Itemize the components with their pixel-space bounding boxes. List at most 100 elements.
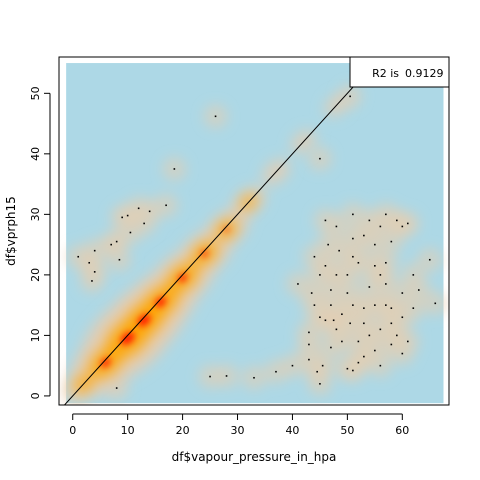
scatter-point-29 bbox=[330, 346, 332, 349]
scatter-point-24 bbox=[291, 364, 294, 367]
scatter-point-47 bbox=[352, 304, 354, 306]
scatter-point-10 bbox=[129, 231, 132, 234]
scatter-point-15 bbox=[88, 261, 91, 264]
scatter-point-23 bbox=[275, 370, 277, 373]
identity-reference-line bbox=[63, 57, 382, 405]
y-axis: 0 10 20 30 40 50 bbox=[29, 86, 51, 399]
scatter-point-17 bbox=[93, 271, 96, 273]
scatter-point-48 bbox=[363, 307, 365, 309]
scatter-point-8 bbox=[165, 204, 167, 207]
scatter-point-93 bbox=[330, 304, 332, 306]
scatter-point-77 bbox=[374, 243, 376, 246]
scatter-point-32 bbox=[346, 367, 349, 370]
y-tick-label: 50 bbox=[29, 86, 42, 100]
y-tick-label: 10 bbox=[29, 328, 42, 342]
scatter-point-79 bbox=[401, 225, 404, 228]
scatter-point-40 bbox=[368, 334, 371, 337]
ridge-core-blob-1 bbox=[100, 358, 111, 368]
scatter-point-16 bbox=[118, 258, 121, 261]
scatter-point-9 bbox=[143, 222, 145, 225]
scatter-point-89 bbox=[428, 258, 431, 261]
scatter-point-75 bbox=[352, 237, 354, 240]
scatter-point-38 bbox=[390, 343, 393, 346]
scatter-point-98 bbox=[407, 340, 409, 343]
scatter-point-55 bbox=[417, 289, 420, 291]
scatter-point-69 bbox=[385, 261, 387, 264]
scatter-point-30 bbox=[308, 343, 310, 346]
scatter-point-53 bbox=[412, 307, 415, 309]
scatter-point-65 bbox=[335, 274, 338, 276]
scatter-point-37 bbox=[374, 349, 376, 352]
scatter-point-1 bbox=[173, 168, 176, 170]
scatter-point-68 bbox=[374, 265, 376, 267]
x-tick-label: 10 bbox=[121, 424, 135, 437]
scatter-point-63 bbox=[319, 274, 321, 276]
ridge-core-blob-2 bbox=[120, 332, 135, 345]
scatter-point-90 bbox=[390, 322, 393, 325]
ridge-core-blob-5 bbox=[178, 273, 187, 282]
y-tick-label: 40 bbox=[29, 147, 42, 161]
scatter-point-88 bbox=[412, 274, 415, 276]
scatter-point-62 bbox=[297, 283, 299, 285]
scatter-point-34 bbox=[357, 361, 360, 364]
scatter-point-19 bbox=[115, 387, 118, 389]
scatter-point-71 bbox=[352, 255, 354, 258]
scatter-point-39 bbox=[401, 352, 404, 355]
scatter-point-2 bbox=[319, 157, 321, 160]
x-tick-label: 20 bbox=[176, 424, 190, 437]
x-tick-label: 0 bbox=[69, 424, 76, 437]
scatter-point-21 bbox=[225, 375, 228, 377]
scatter-point-66 bbox=[346, 274, 349, 276]
scatter-point-25 bbox=[308, 358, 310, 361]
scatter-point-84 bbox=[324, 219, 327, 222]
scatter-point-96 bbox=[363, 322, 365, 325]
scatter-point-46 bbox=[341, 313, 343, 316]
y-tick-label: 0 bbox=[29, 392, 42, 399]
scatter-point-82 bbox=[352, 213, 354, 216]
y-tick-label: 20 bbox=[29, 268, 42, 282]
scatter-point-56 bbox=[401, 292, 404, 294]
scatter-point-13 bbox=[93, 249, 96, 252]
scatter-point-58 bbox=[368, 286, 371, 288]
scatter-point-57 bbox=[385, 283, 387, 285]
x-axis: 0 10 20 30 40 50 60 bbox=[69, 413, 409, 437]
scatter-point-33 bbox=[352, 369, 354, 372]
scatter-point-35 bbox=[363, 355, 365, 358]
scatter-point-59 bbox=[346, 292, 349, 294]
scatter-points bbox=[77, 95, 437, 389]
scatter-point-11 bbox=[110, 243, 112, 246]
scatter-point-64 bbox=[324, 265, 327, 267]
y-tick-label: 30 bbox=[29, 207, 42, 221]
scatter-point-20 bbox=[209, 375, 211, 378]
scatter-point-26 bbox=[319, 383, 321, 385]
scatter-point-28 bbox=[316, 370, 318, 373]
y-axis-label: df$vprph15 bbox=[4, 196, 18, 266]
scatter-point-95 bbox=[349, 322, 351, 325]
scatter-point-31 bbox=[341, 340, 343, 343]
density-layer bbox=[62, 57, 448, 405]
scatter-point-41 bbox=[335, 328, 338, 331]
scatter-point-60 bbox=[330, 289, 332, 291]
r2-legend-label: R2 is bbox=[372, 67, 399, 80]
scatter-point-27 bbox=[321, 364, 324, 367]
scatter-point-6 bbox=[137, 207, 140, 210]
x-tick-label: 50 bbox=[340, 424, 354, 437]
scatter-point-87 bbox=[407, 222, 409, 225]
scatter-point-45 bbox=[332, 319, 335, 322]
scatter-point-44 bbox=[319, 316, 321, 319]
scatter-point-42 bbox=[324, 319, 327, 322]
scatter-point-36 bbox=[379, 364, 382, 367]
x-tick-label: 60 bbox=[395, 424, 409, 437]
scatter-point-83 bbox=[335, 225, 338, 228]
ridge-core-blob-3 bbox=[137, 314, 151, 327]
scatter-point-85 bbox=[385, 213, 387, 216]
scatter-point-74 bbox=[327, 243, 329, 246]
scatter-point-97 bbox=[396, 334, 398, 337]
x-tick-label: 40 bbox=[285, 424, 299, 437]
scatter-point-50 bbox=[385, 304, 387, 306]
scatter-point-4 bbox=[121, 216, 123, 219]
scatter-point-81 bbox=[368, 219, 371, 222]
scatter-point-86 bbox=[396, 219, 398, 222]
scatter-point-14 bbox=[77, 255, 80, 258]
scatter-point-3 bbox=[349, 95, 351, 98]
